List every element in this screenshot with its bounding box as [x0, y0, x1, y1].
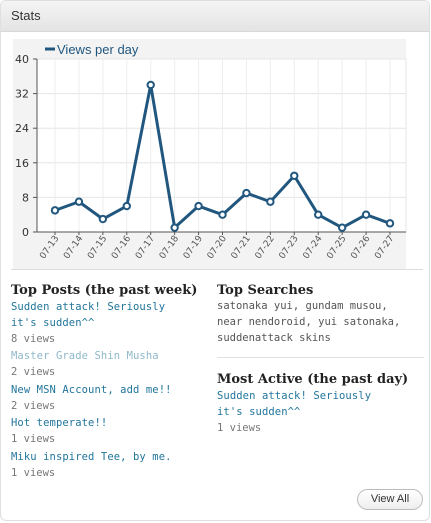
data-point [122, 201, 131, 211]
y-tick-label: 40 [15, 53, 29, 66]
plot-area [36, 58, 407, 233]
divider [217, 357, 424, 358]
post-views: 2 views [11, 366, 56, 378]
data-point [194, 201, 203, 211]
data-point [337, 223, 347, 232]
data-point [170, 223, 179, 232]
widget-header: Stats [1, 1, 429, 32]
post-link-miku-tee[interactable]: Miku inspired Tee, by me. [11, 451, 172, 463]
data-point [146, 80, 155, 90]
y-tick-label: 32 [15, 88, 29, 101]
most-active-link-cont[interactable]: it's sudden^^ [217, 406, 301, 418]
search-terms-line: near nendoroid, yui satonaka, [217, 316, 401, 328]
most-active-views: 1 views [217, 422, 262, 434]
post-link-sudden-attack-cont[interactable]: it's sudden^^ [11, 317, 95, 329]
data-point [98, 214, 108, 224]
post-views: 1 views [11, 433, 56, 445]
post-link-master-grade[interactable]: Master Grade Shin Musha [11, 350, 159, 362]
y-tick-label: 0 [22, 226, 29, 239]
post-views: 8 views [11, 333, 56, 345]
views-chart: 0 8 16 24 32 40 07-13 07-14 07-15 07-16 07-17 07-18… [1, 37, 431, 269]
post-link-msn-account[interactable]: New MSN Account, add me!! [11, 384, 172, 396]
view-all-button[interactable]: View All [357, 489, 423, 510]
most-active-link[interactable]: Sudden attack! Seriously [217, 390, 372, 402]
top-posts-title: Top Posts (the past week) [11, 283, 198, 298]
data-point [74, 197, 84, 206]
widget-title: Stats [11, 8, 41, 23]
data-point [50, 206, 60, 215]
data-point [361, 210, 371, 219]
most-active-title: Most Active (the past day) [217, 372, 409, 387]
post-link-sudden-attack[interactable]: Sudden attack! Seriously [11, 301, 166, 313]
search-terms-line: satonaka yui, gundam musou, [217, 300, 388, 312]
data-point [314, 210, 323, 219]
y-tick-label: 24 [15, 122, 29, 135]
data-point [266, 197, 275, 206]
divider [11, 269, 423, 270]
legend-label: Views per day [57, 42, 139, 57]
post-views: 1 views [11, 467, 56, 479]
post-link-hot-temperate[interactable]: Hot temperate!! [11, 417, 108, 429]
search-terms-line: suddenattack skins [217, 332, 331, 344]
post-views: 2 views [11, 400, 56, 412]
y-tick-label: 8 [22, 191, 29, 204]
data-point [218, 210, 227, 219]
data-point [385, 219, 395, 228]
top-searches-title: Top Searches [217, 283, 314, 298]
data-point [242, 188, 251, 198]
data-point [290, 171, 299, 180]
y-tick-label: 16 [15, 157, 29, 170]
